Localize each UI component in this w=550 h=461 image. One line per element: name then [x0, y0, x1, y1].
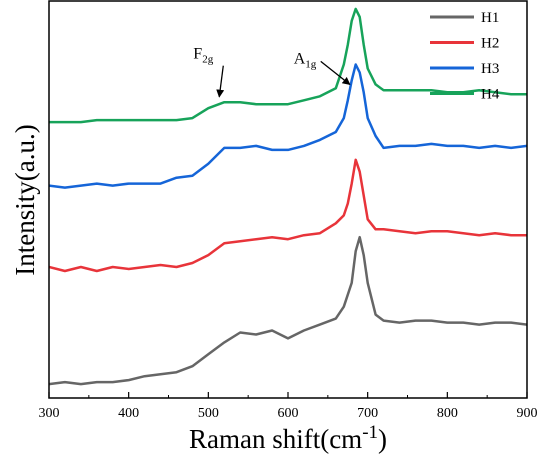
annotation-arrow: [320, 60, 351, 86]
annotation-arrow: [216, 65, 225, 98]
series-line-h2: [49, 158, 527, 273]
x-tick-label: 700: [357, 406, 378, 421]
legend-label-h4: H4: [481, 87, 500, 103]
x-axis-title: Raman shift(cm-1): [189, 422, 387, 454]
axis-layer: 300 400 500 600 700 800 900: [39, 0, 538, 421]
series-line-h1: [49, 235, 527, 386]
legend: H1 H2 H3 H4: [430, 10, 500, 103]
annotation-layer: A1g F2g: [193, 46, 351, 98]
x-tick-label: 300: [39, 406, 60, 421]
x-tick-label: 800: [437, 406, 458, 421]
annotation-label: F2g: [193, 46, 213, 66]
legend-label-h2: H2: [481, 36, 499, 52]
x-tick-label: 500: [198, 406, 219, 421]
legend-label-h3: H3: [481, 61, 499, 77]
legend-label-h1: H1: [481, 10, 499, 26]
x-tick-label: 600: [278, 406, 299, 421]
y-axis-title: Intensity(a.u.): [10, 124, 40, 275]
series-layer: [49, 7, 527, 386]
series-line-h4: [49, 7, 527, 124]
x-tick-label: 900: [517, 406, 538, 421]
x-tick-label: 400: [118, 406, 139, 421]
annotation-label: A1g: [294, 50, 317, 70]
series-line-h3: [49, 63, 527, 189]
